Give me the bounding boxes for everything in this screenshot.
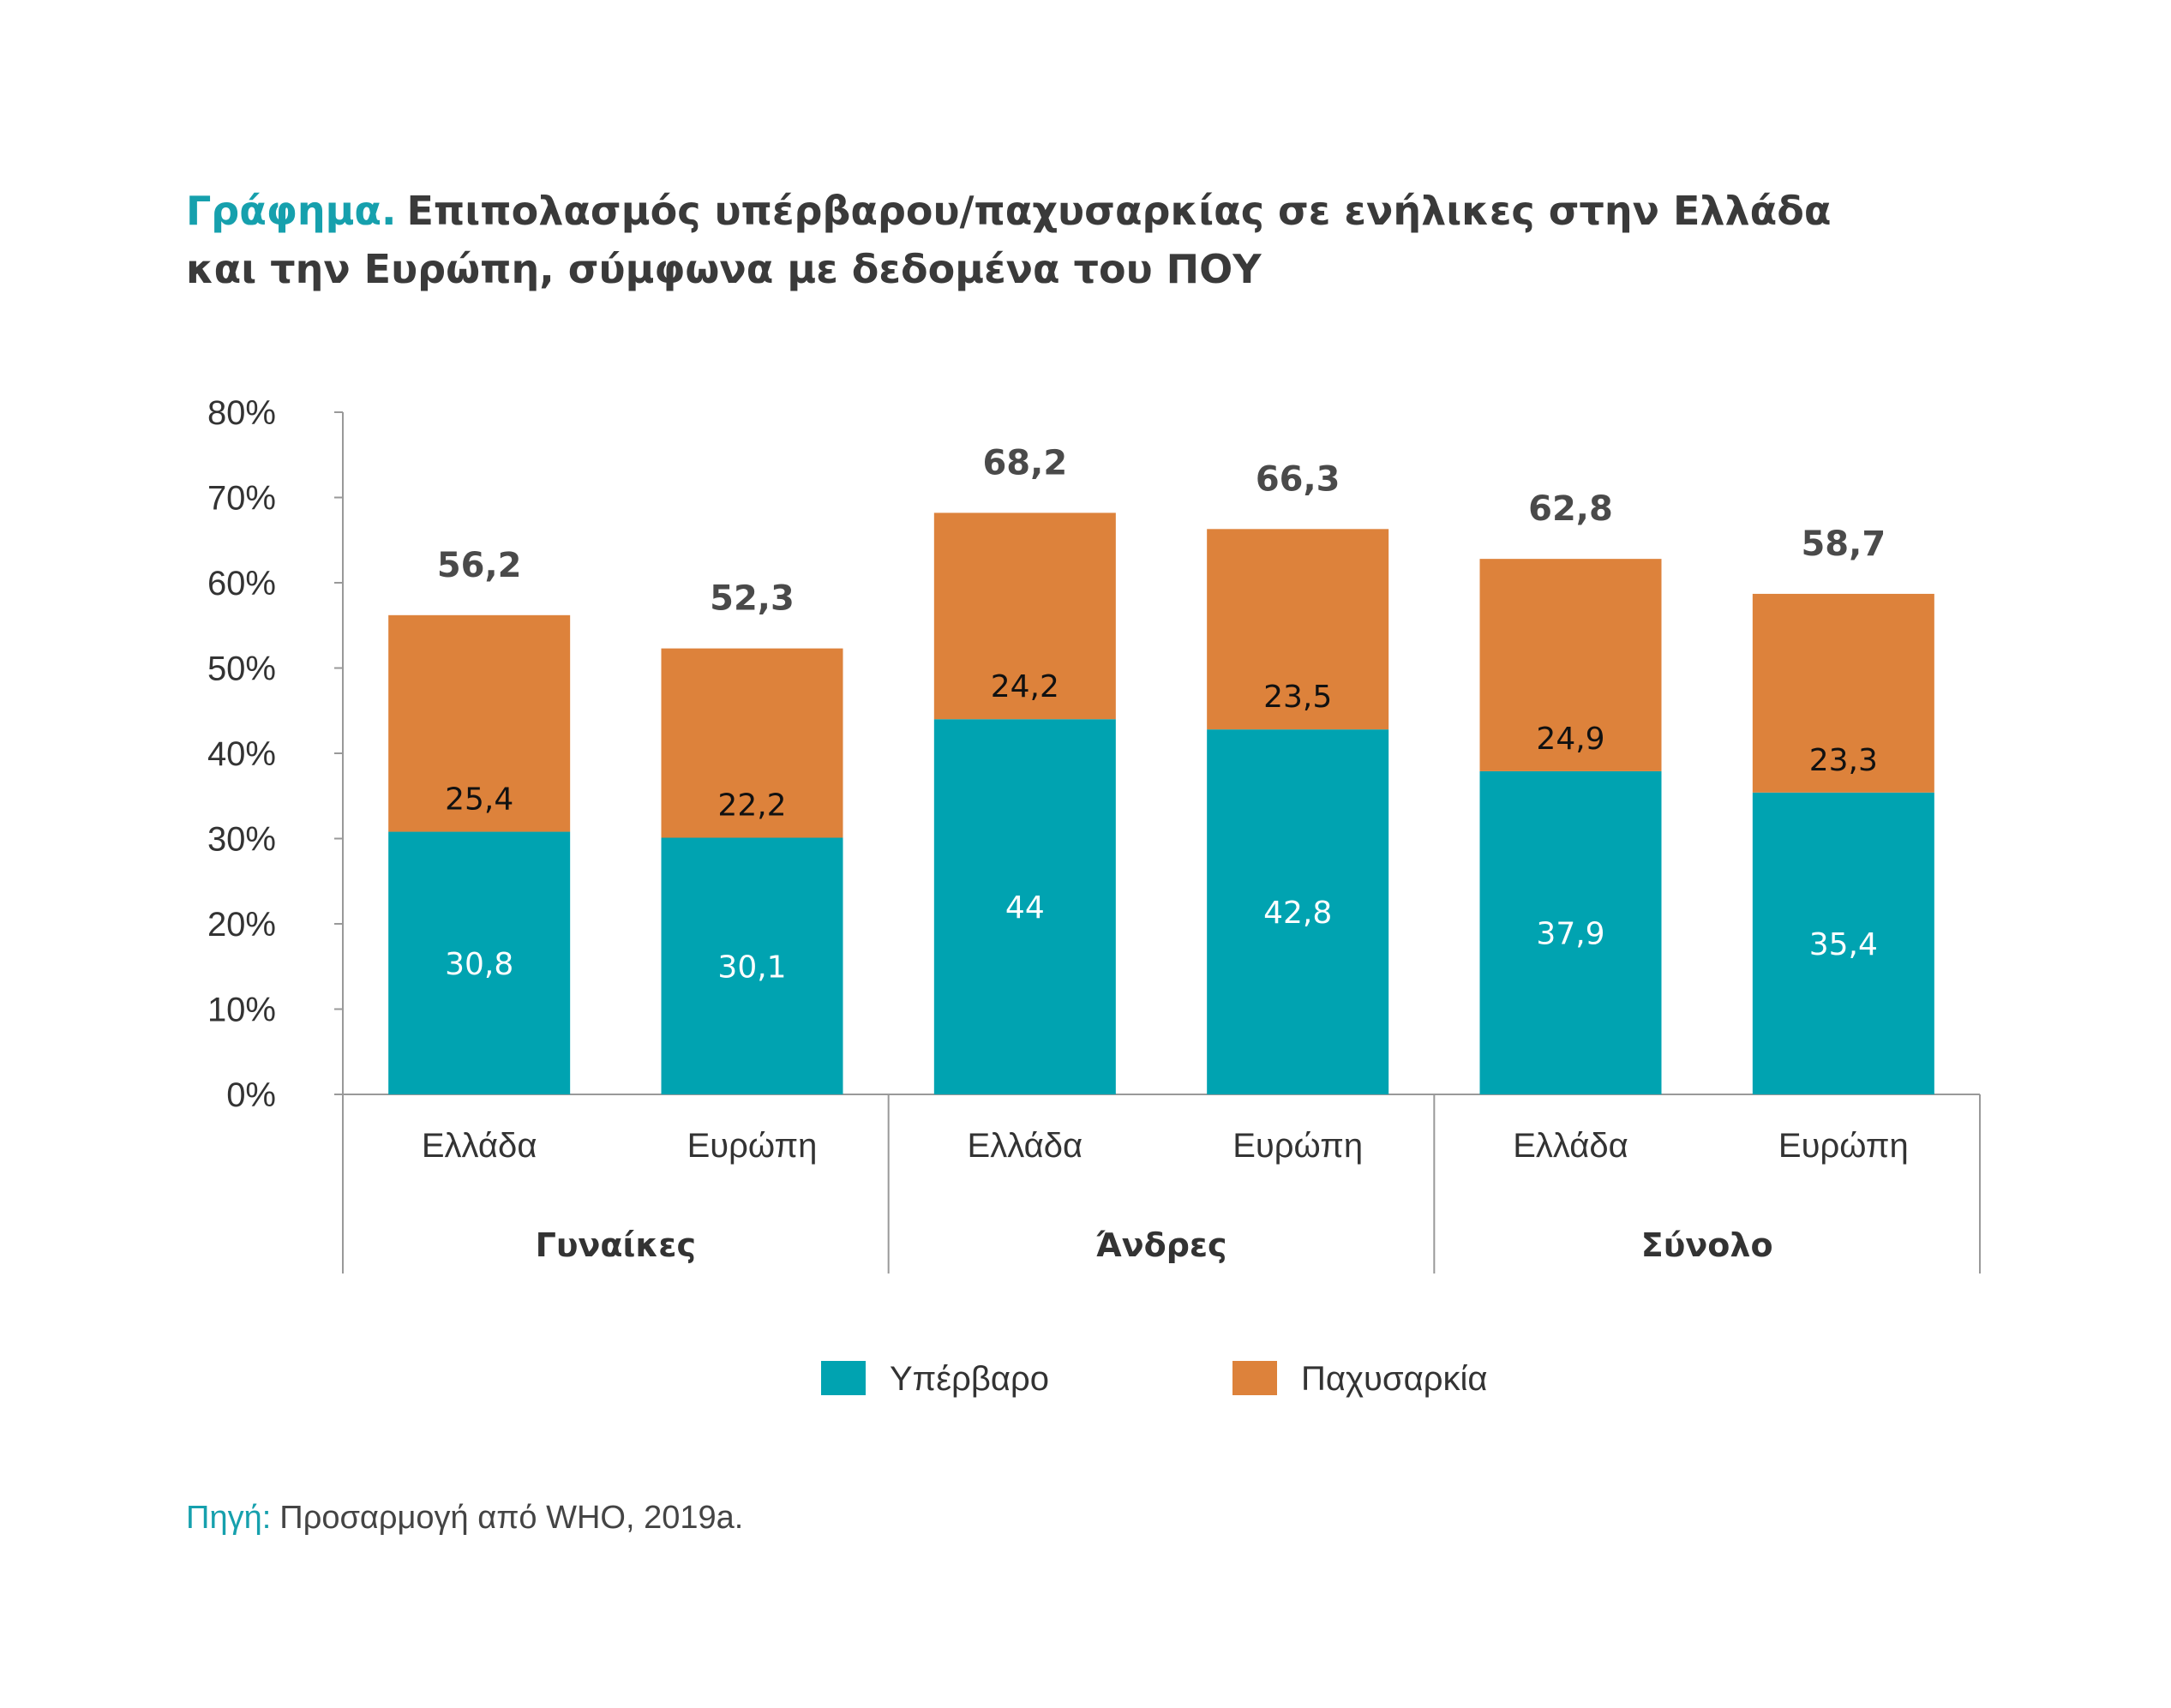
group-label: Σύνολο	[1641, 1226, 1773, 1264]
bar-obesity	[388, 614, 571, 832]
source-text: Προσαρμογή από WHO, 2019a.	[279, 1500, 743, 1536]
data-label-total: 56,2	[437, 546, 522, 585]
y-tick-label: 80%	[207, 394, 276, 432]
legend-label-obesity: Παχυσαρκία	[1301, 1360, 1487, 1398]
data-label-obesity: 24,2	[991, 669, 1059, 704]
data-label-obesity: 23,5	[1263, 680, 1332, 715]
group-label: Άνδρες	[1095, 1226, 1226, 1264]
data-label-total: 62,8	[1528, 489, 1613, 529]
y-tick-label: 0%	[226, 1076, 276, 1114]
data-label-obesity: 25,4	[445, 782, 513, 818]
legend: Υπέρβαρο Παχυσαρκία	[821, 1360, 1487, 1398]
data-label-overweight: 30,8	[445, 947, 513, 982]
bar-obesity	[1207, 529, 1389, 730]
chart-title-prefix: Γράφημα.	[186, 188, 397, 234]
x-category-label: Ελλάδα	[968, 1127, 1083, 1165]
bar-overweight	[1479, 770, 1662, 1094]
data-label-overweight: 35,4	[1809, 927, 1878, 962]
data-label-overweight: 37,9	[1536, 916, 1604, 951]
data-label-total: 52,3	[710, 579, 795, 619]
source-prefix: Πηγή:	[186, 1500, 271, 1536]
x-category-label: Ευρώπη	[1232, 1127, 1363, 1165]
bar-obesity	[1752, 593, 1934, 793]
data-label-obesity: 23,3	[1809, 743, 1878, 778]
plot-area: 0% 10% 20% 30% 40% 50% 60% 70% 80% 30,8 25,4 56,2 Ελ…	[207, 394, 1981, 1274]
group-label: Γυναίκες	[536, 1226, 696, 1264]
x-category-label: Ευρώπη	[687, 1127, 818, 1165]
chart-title-text: Επιπολασμός υπέρβαρου/παχυσαρκίας σε ενή…	[407, 188, 1832, 234]
data-label-total: 58,7	[1801, 524, 1886, 564]
x-category-label: Ελλάδα	[1513, 1127, 1628, 1165]
bar-obesity	[1479, 559, 1662, 771]
y-tick-label: 20%	[207, 906, 276, 944]
bar-overweight	[1752, 792, 1934, 1094]
data-label-total: 68,2	[982, 443, 1067, 482]
chart-title-line2: και την Ευρώπη, σύμφωνα με δεδομένα του …	[186, 246, 1262, 292]
bar-obesity	[933, 512, 1116, 720]
chart-title-line1: Γράφημα. Επιπολασμός υπέρβαρου/παχυσαρκία…	[186, 188, 1831, 234]
bar-overweight	[1207, 729, 1389, 1094]
x-category-label: Ευρώπη	[1778, 1127, 1909, 1165]
y-tick-label: 40%	[207, 735, 276, 773]
data-label-overweight: 30,1	[717, 950, 786, 985]
data-label-obesity: 24,9	[1536, 722, 1604, 757]
y-tick-label: 60%	[207, 565, 276, 602]
bar-obesity	[661, 648, 843, 838]
bar-overweight	[388, 831, 571, 1094]
bar-overweight	[933, 719, 1116, 1094]
data-label-overweight: 44	[1005, 890, 1045, 926]
data-label-overweight: 42,8	[1263, 896, 1332, 931]
y-tick-label: 50%	[207, 650, 276, 688]
data-label-obesity: 22,2	[717, 788, 786, 824]
y-tick-label: 10%	[207, 992, 276, 1029]
y-tick-label: 30%	[207, 821, 276, 859]
bar-overweight	[661, 837, 843, 1094]
legend-label-overweight: Υπέρβαρο	[890, 1360, 1049, 1398]
legend-swatch-obesity	[1232, 1361, 1277, 1395]
data-label-total: 66,3	[1256, 459, 1340, 499]
y-tick-label: 70%	[207, 480, 276, 518]
x-category-label: Ελλάδα	[422, 1127, 537, 1165]
source-note: Πηγή: Προσαρμογή από WHO, 2019a.	[186, 1500, 743, 1536]
legend-swatch-overweight	[821, 1361, 866, 1395]
